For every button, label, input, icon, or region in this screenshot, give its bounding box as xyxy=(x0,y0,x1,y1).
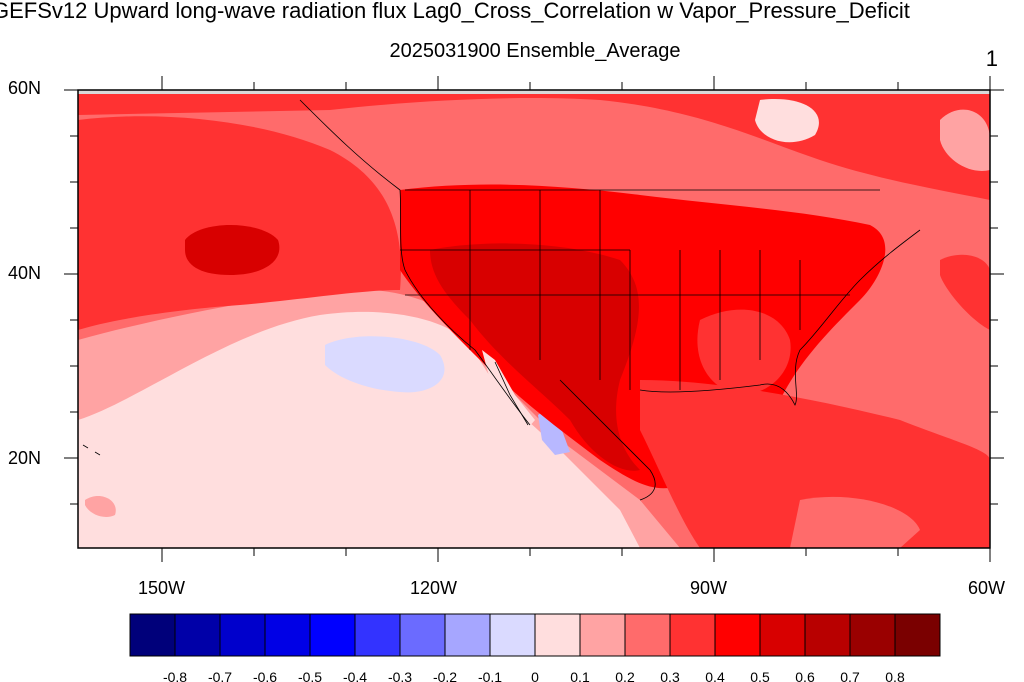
field-band-neg0.1-a xyxy=(325,336,445,393)
colorbar-swatch xyxy=(444,613,491,657)
colorbar-swatch xyxy=(849,613,896,657)
field-band-0.1 xyxy=(78,311,640,548)
colorbar-label: -0.2 xyxy=(433,669,457,682)
field-band-0.4-eastatlantic xyxy=(940,254,990,330)
colorbar-label: -0.3 xyxy=(388,669,412,682)
map-subtitle: 2025031900 Ensemble_Average xyxy=(389,40,681,62)
colorbar-label: 0 xyxy=(531,669,539,682)
colorbar-swatch xyxy=(534,613,581,657)
field-band-baja xyxy=(482,350,535,428)
colorbar-swatch xyxy=(399,613,446,657)
field-band-0.4-atlantic xyxy=(640,380,990,548)
field-band-0.4-pacific xyxy=(78,116,401,330)
colorbar-label: -0.5 xyxy=(298,669,322,682)
lat-label-40n: 40N xyxy=(8,263,42,283)
page-number: 1 xyxy=(985,46,998,71)
colorbar-swatch xyxy=(759,613,806,657)
colorbar-swatch xyxy=(129,613,176,657)
colorbar-swatch xyxy=(264,613,311,657)
axis-ticks xyxy=(64,76,1004,562)
colorbar-label: 0.4 xyxy=(705,669,725,682)
colorbar: -0.8 -0.7 -0.6 -0.5 -0.4 -0.3 -0.2 -0.1 0 0.1 0.2 0… xyxy=(129,613,941,682)
colorbar-swatch xyxy=(579,613,626,657)
field-band-neg0.1-b xyxy=(538,408,570,455)
coastline xyxy=(82,99,921,501)
field-band-0.2-canada xyxy=(940,109,990,171)
colorbar-swatch xyxy=(804,613,851,657)
correlation-field xyxy=(78,90,990,548)
colorbar-swatch xyxy=(219,613,266,657)
colorbar-swatch xyxy=(624,613,671,657)
colorbar-label: 0.5 xyxy=(750,669,770,682)
colorbar-label: 0.6 xyxy=(795,669,815,682)
field-band-0.1-canada xyxy=(755,99,819,143)
field-band-0.4-southeast xyxy=(697,309,791,395)
colorbar-swatch xyxy=(669,613,716,657)
colorbar-label: -0.8 xyxy=(163,669,187,682)
lon-label-120w: 120W xyxy=(410,578,458,598)
colorbar-swatch xyxy=(309,613,356,657)
colorbar-label: -0.7 xyxy=(208,669,232,682)
colorbar-swatch xyxy=(489,613,536,657)
colorbar-label: 0.8 xyxy=(885,669,905,682)
lon-label-90w: 90W xyxy=(690,578,728,598)
colorbar-label: -0.4 xyxy=(343,669,367,682)
map-frame xyxy=(77,89,991,549)
field-missing-strip xyxy=(78,90,990,94)
map-title: GEFSv12 Upward long-wave radiation flux … xyxy=(0,0,910,23)
lat-label-60n: 60N xyxy=(8,78,42,98)
field-band-0.6-southwest xyxy=(430,243,640,471)
lon-label-150w: 150W xyxy=(138,578,186,598)
lat-label-20n: 20N xyxy=(8,448,42,468)
colorbar-swatch xyxy=(174,613,221,657)
colorbar-swatch xyxy=(714,613,761,657)
colorbar-swatch xyxy=(354,613,401,657)
colorbar-swatch xyxy=(894,613,941,657)
colorbar-label: 0.3 xyxy=(660,669,680,682)
colorbar-label: -0.1 xyxy=(478,669,502,682)
colorbar-label: 0.1 xyxy=(570,669,590,682)
field-band-0.6-pacific xyxy=(185,225,280,275)
lon-label-60w: 60W xyxy=(968,578,1006,598)
colorbar-label: 0.7 xyxy=(840,669,860,682)
colorbar-label: 0.2 xyxy=(615,669,635,682)
field-band-0.2-b xyxy=(85,495,116,517)
colorbar-label: -0.6 xyxy=(253,669,277,682)
field-band-0.3-caribbean xyxy=(790,496,920,548)
